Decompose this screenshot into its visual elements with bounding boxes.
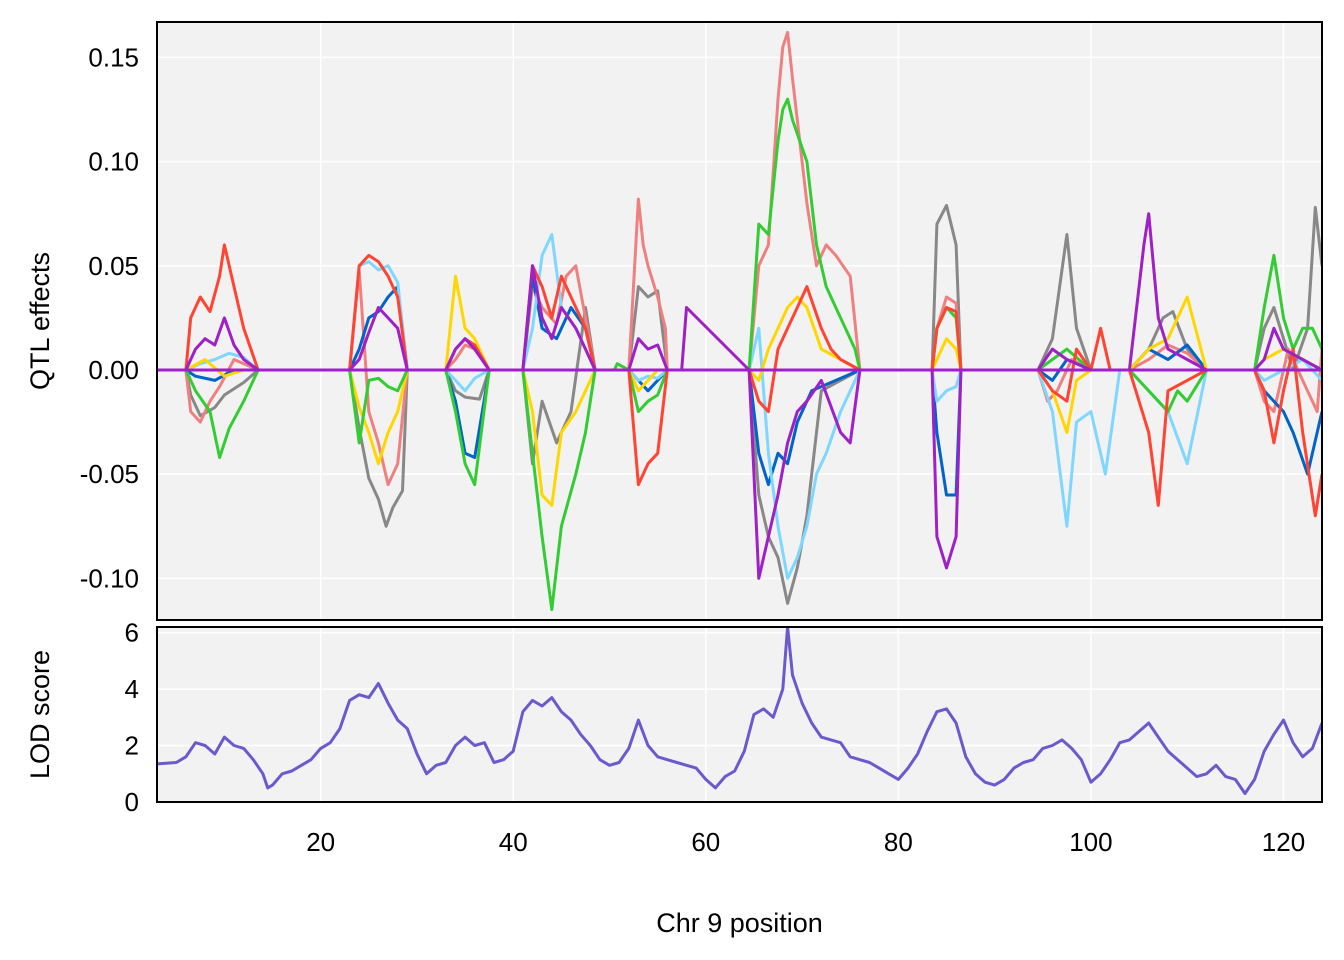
effects-y-tick-labels: 0.15 0.10 0.05 0.00 -0.05 -0.10 [80,42,139,593]
x-tick-label: 60 [691,827,720,857]
y-tick-label: -0.10 [80,563,139,593]
x-tick-label: 120 [1262,827,1305,857]
y-tick-label: 0.15 [88,42,139,72]
lod-panel-background [157,627,1322,802]
y-tick-label: 0.10 [88,147,139,177]
lod-y-tick-labels: 0 2 4 6 [125,618,139,817]
bottom-panel: 0 2 4 6 20 40 60 80 100 120 LOD score Chr 9 posi… [25,618,1323,938]
lod-panel-frame [156,626,1323,803]
lod-series-group [157,627,1322,795]
x-tick-labels: 20 40 60 80 100 120 [306,827,1305,857]
effect-series-line-5 [184,97,1322,612]
y-tick-label: 2 [125,731,139,761]
y-tick-label: 4 [125,674,139,704]
y-tick-label: 0.05 [88,251,139,281]
effects-panel-frame [156,21,1323,621]
top-panel: 0.15 0.10 0.05 0.00 -0.05 -0.10 QTL effects [25,21,1323,621]
y-tick-label: 0 [125,787,139,817]
effect-series-line-3 [185,233,1322,580]
y-tick-label: 0.00 [88,355,139,385]
lod-y-axis-title: LOD score [25,650,55,779]
x-tick-label: 100 [1069,827,1112,857]
effect-series-line-6 [184,243,1322,518]
y-tick-label: 6 [125,618,139,648]
lod-series-line [157,627,1322,795]
effects-panel-background [157,22,1322,620]
effects-y-axis-title: QTL effects [25,252,55,390]
x-tick-label: 40 [499,827,528,857]
x-axis-title: Chr 9 position [656,908,823,938]
effects-series-group [157,30,1322,612]
y-tick-label: -0.05 [80,459,139,489]
x-tick-label: 80 [884,827,913,857]
x-tick-label: 20 [306,827,335,857]
